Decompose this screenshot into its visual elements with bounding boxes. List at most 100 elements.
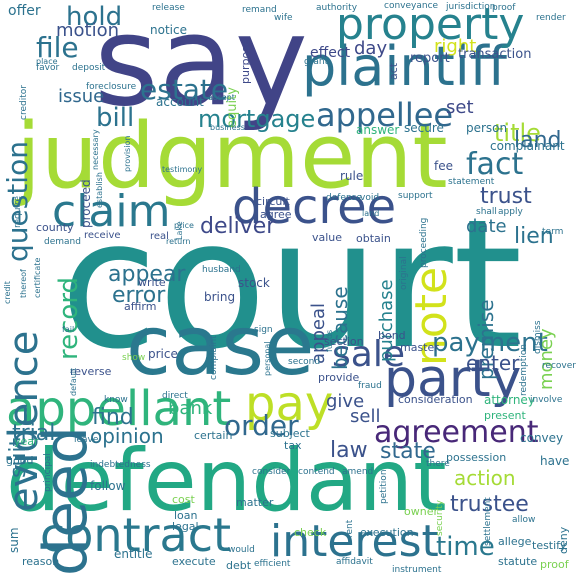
word-act: act (387, 62, 400, 80)
word-appellant: appellant (6, 381, 232, 437)
word-personal: personal (263, 341, 272, 376)
word-sale: sale (332, 334, 405, 375)
word-bond: bond (378, 329, 406, 342)
word-motion: motion (56, 20, 120, 41)
word-opinion: opinion (90, 424, 164, 448)
word-possession: possession (446, 451, 507, 464)
word-interest: interest (270, 516, 439, 567)
word-trial: trial (12, 421, 56, 446)
word-account: account (156, 95, 204, 109)
word-favor: favor (36, 63, 60, 73)
word-legal: legal (172, 520, 199, 533)
word-section: section (324, 335, 364, 348)
word-direct: direct (162, 391, 188, 401)
word-offer: offer (8, 3, 41, 19)
word-payment: payment (432, 328, 548, 358)
word-lien: lien (514, 224, 554, 249)
word-say: say (94, 0, 308, 134)
word-show: show (122, 353, 146, 363)
word-default: default (69, 367, 78, 396)
word-because: because (328, 286, 352, 370)
word-place: place (36, 57, 58, 66)
word-wife: wife (274, 13, 293, 23)
word-certain: certain (194, 429, 233, 442)
word-master: master (400, 341, 439, 354)
word-jurisdiction: jurisdiction (446, 2, 496, 12)
word-proof: proof (540, 558, 569, 571)
word-cost: cost (172, 493, 195, 506)
word-right: right (434, 36, 477, 57)
word-husband: husband (202, 265, 241, 275)
word-fraud: fraud (358, 381, 382, 391)
word-proof: proof (492, 3, 516, 13)
word-testimony: testimony (162, 165, 203, 174)
word-convey: convey (520, 431, 564, 445)
word-estate: estate (140, 73, 229, 106)
word-contend: contend (298, 467, 335, 477)
word-record: record (54, 276, 84, 360)
word-term: term (542, 227, 564, 237)
word-entitle: entitle (114, 547, 153, 561)
word-settlement: settlement (483, 497, 493, 546)
word-bill: bill (96, 103, 135, 133)
word-provide: provide (318, 371, 360, 384)
word-attorney: attorney (484, 393, 535, 407)
word-property: property (336, 0, 525, 50)
word-answer: answer (356, 123, 400, 137)
word-report: report (410, 51, 450, 66)
word-dismiss: dismiss (533, 320, 543, 354)
word-void: void (360, 193, 380, 203)
word-second: second (288, 357, 321, 367)
word-foreclosure: foreclosure (86, 82, 137, 92)
word-provision: provision (123, 135, 132, 172)
word-security: security (435, 500, 445, 536)
word-sell: sell (350, 406, 381, 427)
word-affidavit: affidavit (336, 557, 373, 567)
word-year: year (14, 435, 39, 448)
word-loan: loan (174, 509, 198, 522)
word-agreement: agreement (374, 415, 539, 450)
word-appear: appear (108, 262, 186, 287)
word-reason: reason (22, 555, 60, 568)
word-set: set (446, 97, 474, 118)
word-notice: notice (150, 23, 187, 37)
word-allege: allege (498, 535, 532, 548)
word-day: day (354, 38, 388, 59)
word-sign: sign (254, 325, 273, 335)
word-execute: execute (172, 555, 216, 568)
word-proceeding: proceeding (419, 217, 429, 268)
word-title: title (494, 119, 541, 147)
word-business: business (210, 123, 245, 132)
word-purpose: purpose (239, 39, 252, 84)
word-appellee: appellee (316, 96, 454, 134)
word-have: have (540, 454, 570, 468)
word-rent: rent (345, 519, 355, 538)
word-claim: claim (52, 186, 171, 237)
word-mortgage: mortgage (198, 105, 316, 133)
word-testify: testify (532, 539, 567, 552)
word-remand: remand (242, 5, 277, 15)
word-effect: effect (310, 45, 351, 61)
word-there: there (426, 459, 450, 469)
word-apply: apply (498, 207, 523, 217)
word-give: give (326, 391, 365, 412)
word-necessary: necessary (91, 129, 100, 170)
word-owner: owner (404, 505, 438, 518)
word-shall: shall (476, 207, 497, 217)
word-complainant: complainant (490, 139, 565, 153)
word-conveyance: conveyance (384, 1, 439, 11)
word-find: find (92, 405, 134, 430)
word-release: release (152, 3, 185, 13)
word-deliver: deliver (200, 214, 276, 239)
word-sum: sum (7, 527, 21, 553)
word-tax: tax (284, 439, 302, 452)
word-fee: fee (434, 159, 453, 173)
word-consider: consider (252, 467, 291, 477)
word-purchase: purchase (376, 279, 397, 362)
word-order: order (224, 409, 299, 442)
word-require: require (13, 196, 23, 228)
word-complaint: complaint (209, 335, 219, 380)
word-error: error (112, 283, 166, 308)
word-deposit: deposit (72, 63, 106, 73)
